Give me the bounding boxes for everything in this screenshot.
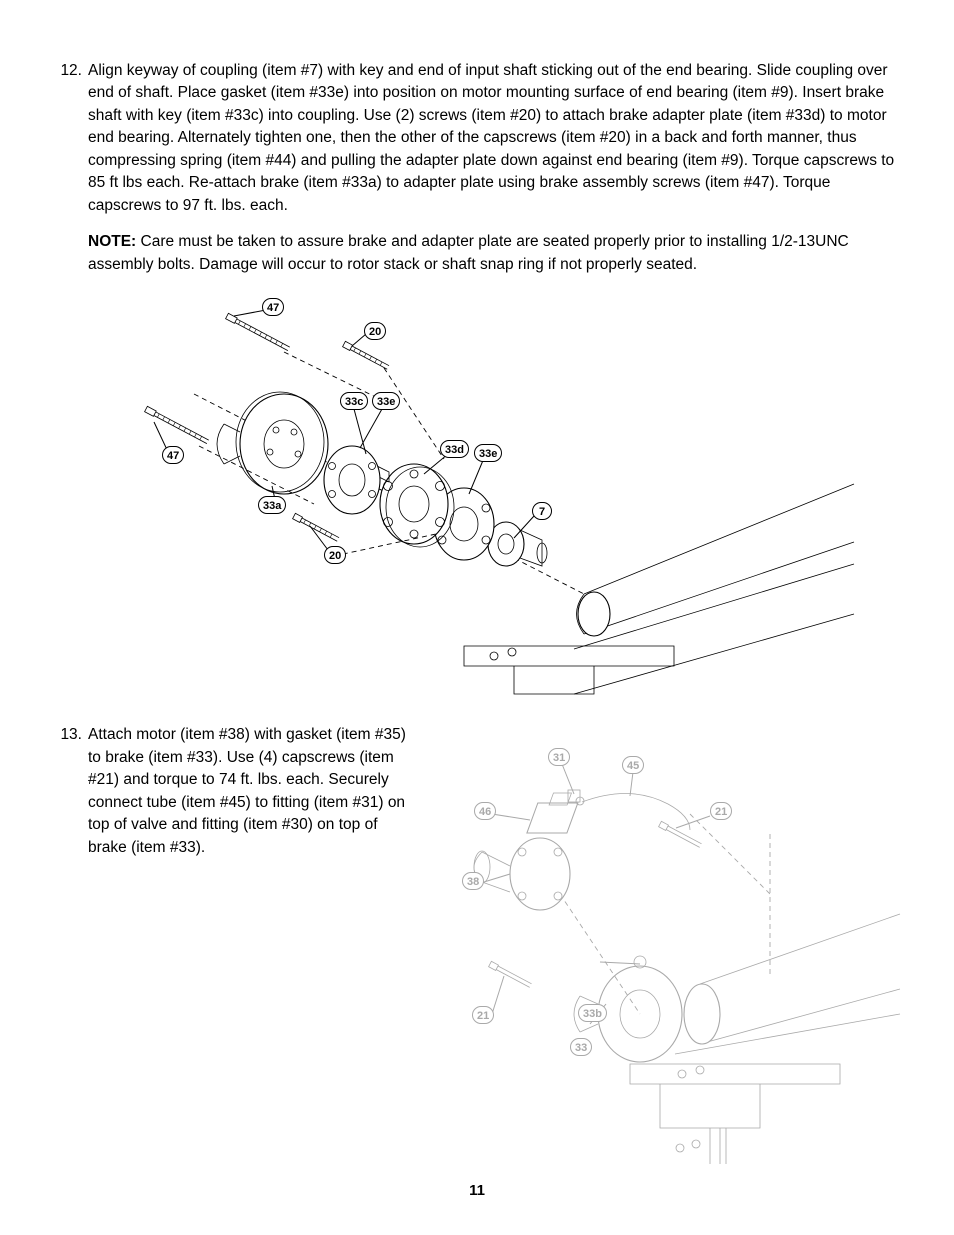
- callout-31: 31: [548, 748, 570, 766]
- callout-47: 47: [262, 298, 284, 316]
- step-number: 13.: [54, 724, 88, 859]
- document-page: 12. Align keyway of coupling (item #7) w…: [0, 0, 954, 1235]
- step-text: Attach motor (item #38) with gasket (ite…: [88, 724, 414, 859]
- callout-33d: 33d: [440, 440, 469, 458]
- callout-33e: 33e: [474, 444, 502, 462]
- callout-38: 38: [462, 872, 484, 890]
- callout-46: 46: [474, 802, 496, 820]
- step-12: 12. Align keyway of coupling (item #7) w…: [54, 60, 900, 217]
- page-number: 11: [0, 1182, 954, 1199]
- callout-20: 20: [324, 546, 346, 564]
- callout-33c: 33c: [340, 392, 368, 410]
- step-text: Align keyway of coupling (item #7) with …: [88, 60, 900, 217]
- callout-21: 21: [710, 802, 732, 820]
- figure-13-svg: [430, 724, 910, 1174]
- callout-33b: 33b: [578, 1004, 607, 1022]
- step-number: 12.: [54, 60, 88, 217]
- step-13-row: 13. Attach motor (item #38) with gasket …: [54, 724, 900, 1174]
- callout-20: 20: [364, 322, 386, 340]
- figure-12-svg: [114, 294, 874, 714]
- note-12: NOTE: Care must be taken to assure brake…: [88, 231, 900, 276]
- callout-45: 45: [622, 756, 644, 774]
- callout-33: 33: [570, 1038, 592, 1056]
- callout-7: 7: [532, 502, 552, 520]
- callout-33e: 33e: [372, 392, 400, 410]
- figure-12: 47 47 20 20 33c 33e 33d 33e 33a 7: [114, 294, 874, 714]
- note-text: Care must be taken to assure brake and a…: [88, 233, 849, 272]
- callout-21: 21: [472, 1006, 494, 1024]
- figure-13: 31 45 46 21 38 21 33b 33: [430, 724, 910, 1174]
- callout-47: 47: [162, 446, 184, 464]
- step-13: 13. Attach motor (item #38) with gasket …: [54, 724, 414, 859]
- callout-33a: 33a: [258, 496, 286, 514]
- note-label: NOTE:: [88, 233, 136, 250]
